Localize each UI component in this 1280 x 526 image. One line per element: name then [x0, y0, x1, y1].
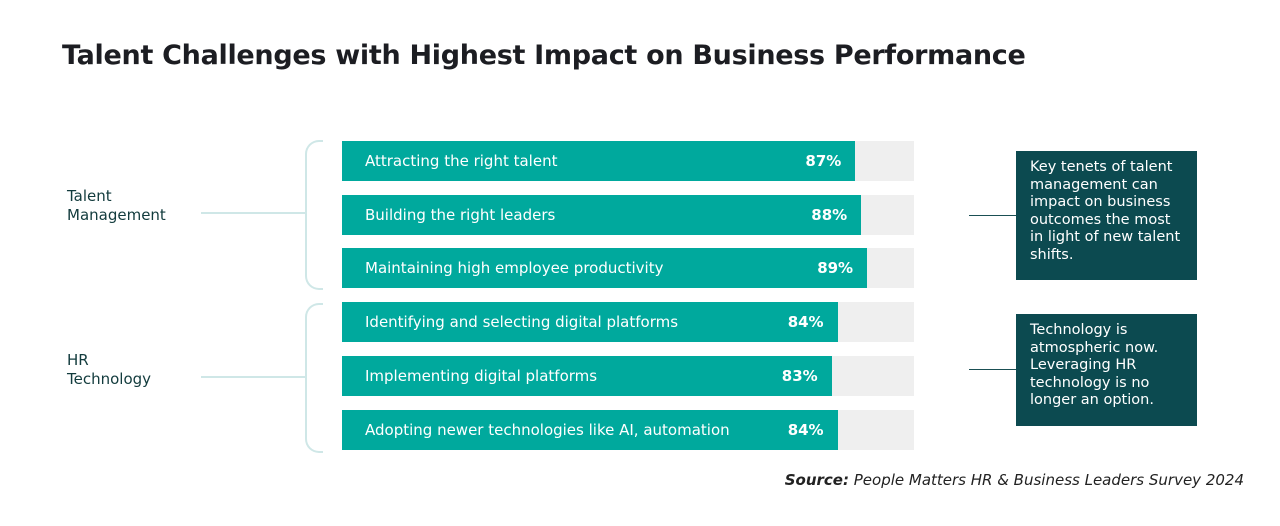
- group-connector-hr-technology: [201, 376, 305, 378]
- group-bracket-talent-management: [305, 140, 323, 290]
- bar-category-label: Identifying and selecting digital platfo…: [365, 313, 679, 331]
- bar-track: Adopting newer technologies like AI, aut…: [342, 410, 914, 450]
- group-bracket-hr-technology: [305, 303, 323, 453]
- bar: Identifying and selecting digital platfo…: [342, 302, 838, 342]
- bar-value-label: 84%: [787, 313, 824, 331]
- chart-title: Talent Challenges with Highest Impact on…: [62, 40, 1026, 71]
- bar-value-label: 87%: [805, 152, 842, 170]
- source-note: Source: People Matters HR & Business Lea…: [785, 471, 1244, 489]
- bar-track: Maintaining high employee productivity 89…: [342, 248, 914, 288]
- bar-track: Implementing digital platforms 83%: [342, 356, 914, 396]
- bar: Implementing digital platforms 83%: [342, 356, 832, 396]
- bar: Building the right leaders 88%: [342, 195, 862, 235]
- bar-value-label: 88%: [811, 206, 848, 224]
- bar-value-label: 84%: [787, 421, 824, 439]
- group-label-hr-technology: HR Technology: [67, 351, 152, 388]
- bar-category-label: Attracting the right talent: [365, 152, 558, 170]
- bar-category-label: Adopting newer technologies like AI, aut…: [365, 421, 730, 439]
- bar: Maintaining high employee productivity 89…: [342, 248, 868, 288]
- source-text: People Matters HR & Business Leaders Sur…: [848, 471, 1244, 489]
- note-connector-talent: [969, 215, 1017, 216]
- note-box-talent: Key tenets of talent management can impa…: [1016, 151, 1197, 280]
- bar: Adopting newer technologies like AI, aut…: [342, 410, 838, 450]
- note-box-technology: Technology is atmospheric now. Leveragin…: [1016, 314, 1197, 426]
- bar-value-label: 89%: [817, 259, 854, 277]
- note-connector-technology: [969, 369, 1017, 370]
- bar: Attracting the right talent 87%: [342, 141, 856, 181]
- group-connector-talent-management: [201, 212, 305, 214]
- source-prefix: Source:: [784, 471, 849, 489]
- bar-track: Identifying and selecting digital platfo…: [342, 302, 914, 342]
- bar-category-label: Building the right leaders: [365, 206, 556, 224]
- bar-value-label: 83%: [781, 367, 818, 385]
- bar-track: Building the right leaders 88%: [342, 195, 914, 235]
- bar-track: Attracting the right talent 87%: [342, 141, 914, 181]
- group-label-talent-management: Talent Management: [67, 187, 166, 224]
- bar-category-label: Maintaining high employee productivity: [365, 259, 664, 277]
- bar-category-label: Implementing digital platforms: [365, 367, 598, 385]
